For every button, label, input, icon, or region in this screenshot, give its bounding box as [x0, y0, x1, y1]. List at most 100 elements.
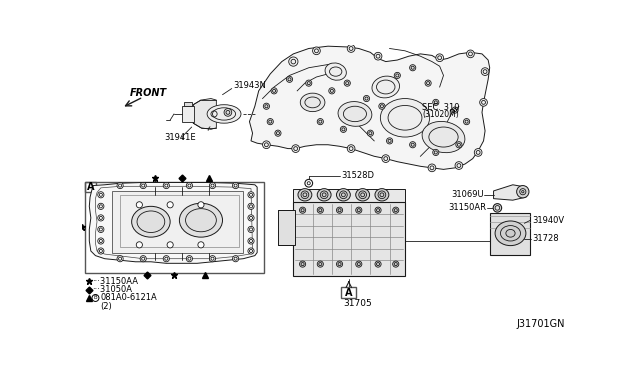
Circle shape: [356, 207, 362, 213]
Ellipse shape: [337, 189, 350, 201]
Circle shape: [425, 80, 431, 86]
Circle shape: [516, 186, 529, 198]
Ellipse shape: [495, 221, 526, 246]
Circle shape: [393, 261, 399, 267]
Circle shape: [140, 256, 147, 262]
Circle shape: [163, 256, 170, 262]
Text: J31701GN: J31701GN: [516, 319, 565, 329]
Ellipse shape: [422, 121, 465, 153]
Circle shape: [410, 142, 416, 148]
Circle shape: [374, 52, 382, 60]
Circle shape: [287, 76, 292, 82]
Circle shape: [463, 119, 470, 125]
Circle shape: [348, 145, 355, 153]
Circle shape: [275, 130, 281, 136]
Ellipse shape: [325, 63, 346, 80]
Circle shape: [232, 183, 239, 189]
Text: 31940V: 31940V: [532, 216, 564, 225]
Bar: [293, 202, 405, 276]
Bar: [293, 189, 405, 204]
Circle shape: [248, 238, 254, 244]
Text: B: B: [93, 295, 97, 301]
Polygon shape: [493, 185, 528, 200]
Circle shape: [452, 107, 458, 113]
Text: ···31050A: ···31050A: [92, 285, 132, 294]
Text: FRONT: FRONT: [129, 88, 166, 98]
Text: 31069U: 31069U: [451, 190, 484, 199]
Circle shape: [305, 179, 312, 187]
Circle shape: [300, 261, 306, 267]
Circle shape: [262, 141, 270, 148]
Circle shape: [410, 65, 416, 71]
Ellipse shape: [380, 99, 429, 137]
Bar: [86, 182, 96, 192]
Circle shape: [117, 183, 123, 189]
Circle shape: [317, 119, 323, 125]
Polygon shape: [250, 46, 490, 169]
Circle shape: [136, 202, 143, 208]
Text: 31705: 31705: [344, 299, 372, 308]
Text: A: A: [345, 288, 353, 298]
Ellipse shape: [132, 206, 170, 237]
Circle shape: [480, 99, 488, 106]
Text: 31150AR: 31150AR: [449, 203, 486, 212]
Circle shape: [167, 202, 173, 208]
Bar: [86, 182, 264, 273]
Text: 081A0-6121A: 081A0-6121A: [100, 294, 157, 302]
Circle shape: [186, 256, 193, 262]
Circle shape: [292, 145, 300, 153]
Circle shape: [248, 226, 254, 232]
Circle shape: [186, 183, 193, 189]
Circle shape: [300, 207, 306, 213]
Circle shape: [428, 164, 436, 172]
Ellipse shape: [375, 189, 389, 201]
Circle shape: [198, 202, 204, 208]
Text: (2): (2): [100, 302, 112, 311]
Text: 31941E: 31941E: [164, 132, 196, 141]
Circle shape: [481, 68, 489, 76]
Bar: [341, 287, 356, 298]
Circle shape: [493, 203, 502, 212]
Ellipse shape: [372, 76, 399, 98]
Circle shape: [367, 130, 373, 136]
Circle shape: [356, 261, 362, 267]
Text: 31728: 31728: [532, 234, 559, 243]
Ellipse shape: [179, 203, 223, 237]
Bar: [182, 106, 194, 122]
Circle shape: [364, 96, 369, 102]
Text: ···31150AA: ···31150AA: [92, 276, 138, 286]
Circle shape: [306, 80, 312, 86]
Circle shape: [263, 103, 269, 109]
Circle shape: [436, 54, 444, 62]
Circle shape: [248, 215, 254, 221]
Circle shape: [98, 248, 104, 254]
Ellipse shape: [506, 230, 515, 237]
Circle shape: [98, 215, 104, 221]
Circle shape: [379, 103, 385, 109]
Bar: [120, 195, 239, 247]
Circle shape: [312, 47, 320, 55]
Circle shape: [117, 256, 123, 262]
Circle shape: [98, 238, 104, 244]
Text: 31943N: 31943N: [234, 81, 266, 90]
Circle shape: [271, 88, 277, 94]
Bar: [113, 191, 243, 253]
Circle shape: [209, 256, 216, 262]
Circle shape: [348, 45, 355, 52]
Circle shape: [317, 261, 323, 267]
Circle shape: [248, 192, 254, 198]
Circle shape: [289, 57, 298, 66]
Circle shape: [140, 183, 147, 189]
Text: 31528D: 31528D: [341, 171, 374, 180]
Circle shape: [433, 99, 439, 106]
Bar: [490, 212, 530, 255]
Circle shape: [337, 261, 342, 267]
Ellipse shape: [298, 189, 312, 201]
Circle shape: [136, 242, 143, 248]
Circle shape: [317, 207, 323, 213]
Circle shape: [163, 183, 170, 189]
Circle shape: [387, 138, 393, 144]
Text: (31020M): (31020M): [422, 110, 459, 119]
Circle shape: [248, 248, 254, 254]
Circle shape: [467, 50, 474, 58]
